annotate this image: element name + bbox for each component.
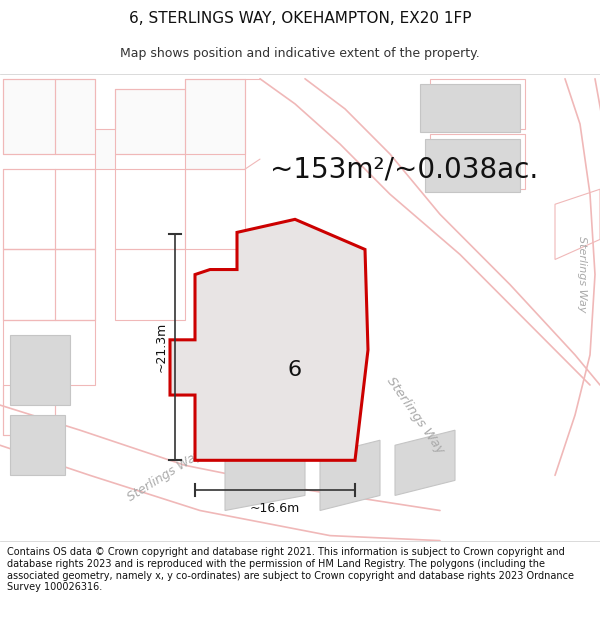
Text: ~21.3m: ~21.3m [155, 322, 167, 372]
Text: Contains OS data © Crown copyright and database right 2021. This information is : Contains OS data © Crown copyright and d… [7, 548, 574, 592]
Text: Map shows position and indicative extent of the property.: Map shows position and indicative extent… [120, 47, 480, 59]
Polygon shape [420, 84, 520, 132]
Polygon shape [395, 430, 455, 496]
Text: 6: 6 [288, 360, 302, 380]
Polygon shape [320, 440, 380, 511]
Polygon shape [10, 415, 65, 476]
Text: Sterlings Way: Sterlings Way [383, 374, 446, 456]
Polygon shape [425, 139, 520, 192]
Text: ~153m²/~0.038ac.: ~153m²/~0.038ac. [270, 155, 538, 183]
Polygon shape [170, 219, 368, 460]
Text: ~16.6m: ~16.6m [250, 502, 300, 515]
Text: Sterlings Way: Sterlings Way [577, 236, 587, 312]
Polygon shape [3, 79, 245, 169]
Polygon shape [10, 335, 70, 405]
Text: 6, STERLINGS WAY, OKEHAMPTON, EX20 1FP: 6, STERLINGS WAY, OKEHAMPTON, EX20 1FP [129, 11, 471, 26]
Text: Sterlings Way: Sterlings Way [125, 447, 205, 504]
Polygon shape [225, 435, 305, 511]
